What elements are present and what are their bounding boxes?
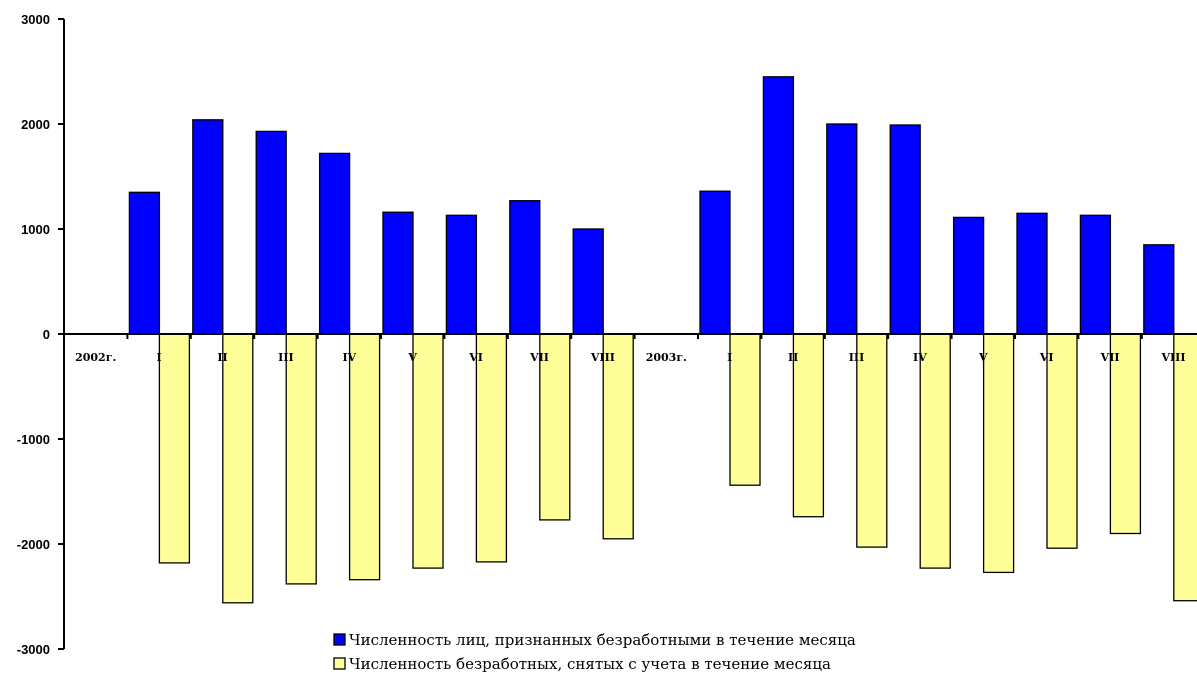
x-category-label: III <box>849 351 864 364</box>
y-tick-label: -3000 <box>17 642 50 657</box>
x-category-label: II <box>217 351 227 364</box>
legend-swatch-1 <box>333 657 346 670</box>
bar-removed-4 <box>348 333 381 581</box>
bar-registered-5 <box>382 211 414 335</box>
y-tick-label: 1000 <box>21 222 50 237</box>
bar-removed-3 <box>285 333 317 585</box>
bar-registered-14 <box>952 216 985 335</box>
x-category-label: VI <box>1039 351 1054 364</box>
x-category-label: VIII <box>1161 351 1186 364</box>
bar-registered-16 <box>1079 214 1112 335</box>
bar-removed-11 <box>792 333 825 518</box>
bar-registered-7 <box>509 200 541 335</box>
legend: Численность лиц, признанных безработными… <box>333 631 856 673</box>
y-axis-ticks: 3000 2000 1000 0 -1000 -2000 -3000 <box>17 12 64 657</box>
bar-removed-17 <box>1173 333 1197 602</box>
x-category-label: VII <box>529 351 549 364</box>
bar-registered-4 <box>318 152 351 335</box>
x-category-label: I <box>727 351 732 364</box>
chart-bars <box>128 76 1197 604</box>
x-category-label: IV <box>913 351 927 364</box>
bar-removed-13 <box>919 333 951 569</box>
y-tick-label: -1000 <box>17 432 50 447</box>
bar-removed-7 <box>539 333 571 521</box>
bar-removed-1 <box>158 333 191 564</box>
bar-registered-8 <box>572 228 604 335</box>
legend-label-1: Численность безработных, снятых с учета … <box>349 655 831 673</box>
y-tick-label: 0 <box>43 327 50 342</box>
bar-removed-2 <box>222 333 254 604</box>
x-axis-labels: 2002г. I II III IV V VI VII VIII 2003г. I II III IV V V… <box>75 351 1185 364</box>
y-tick-label: -2000 <box>17 537 50 552</box>
bar-registered-12 <box>826 123 858 335</box>
x-category-label: V <box>978 351 988 364</box>
bar-removed-14 <box>982 333 1015 574</box>
bar-registered-15 <box>1016 212 1048 335</box>
x-category-label: VI <box>468 351 483 364</box>
bar-registered-1 <box>128 191 161 335</box>
legend-swatch-0 <box>333 633 346 646</box>
x-category-label: 2002г. <box>75 351 116 364</box>
bar-removed-6 <box>475 333 508 563</box>
x-category-label: IV <box>342 351 356 364</box>
x-category-label: II <box>788 351 798 364</box>
bar-registered-2 <box>192 119 224 335</box>
bar-removed-15 <box>1046 333 1078 549</box>
x-category-label: 2003г. <box>646 351 687 364</box>
bar-registered-17 <box>1143 244 1175 335</box>
bar-removed-12 <box>856 333 888 548</box>
y-tick-label: 2000 <box>21 117 50 132</box>
bar-registered-11 <box>762 76 795 335</box>
bar-removed-8 <box>602 333 634 540</box>
x-category-label: III <box>278 351 293 364</box>
x-category-label: VII <box>1100 351 1120 364</box>
x-category-label: I <box>157 351 162 364</box>
x-category-label: V <box>407 351 417 364</box>
legend-label-0: Численность лиц, признанных безработными… <box>349 631 856 649</box>
bar-registered-13 <box>889 124 921 335</box>
y-tick-label: 3000 <box>21 12 50 27</box>
bar-removed-5 <box>412 333 444 569</box>
bar-registered-10 <box>699 190 731 335</box>
x-category-label: VIII <box>590 351 615 364</box>
bar-registered-6 <box>445 214 478 335</box>
bar-registered-3 <box>255 130 287 335</box>
bar-removed-10 <box>729 333 761 486</box>
